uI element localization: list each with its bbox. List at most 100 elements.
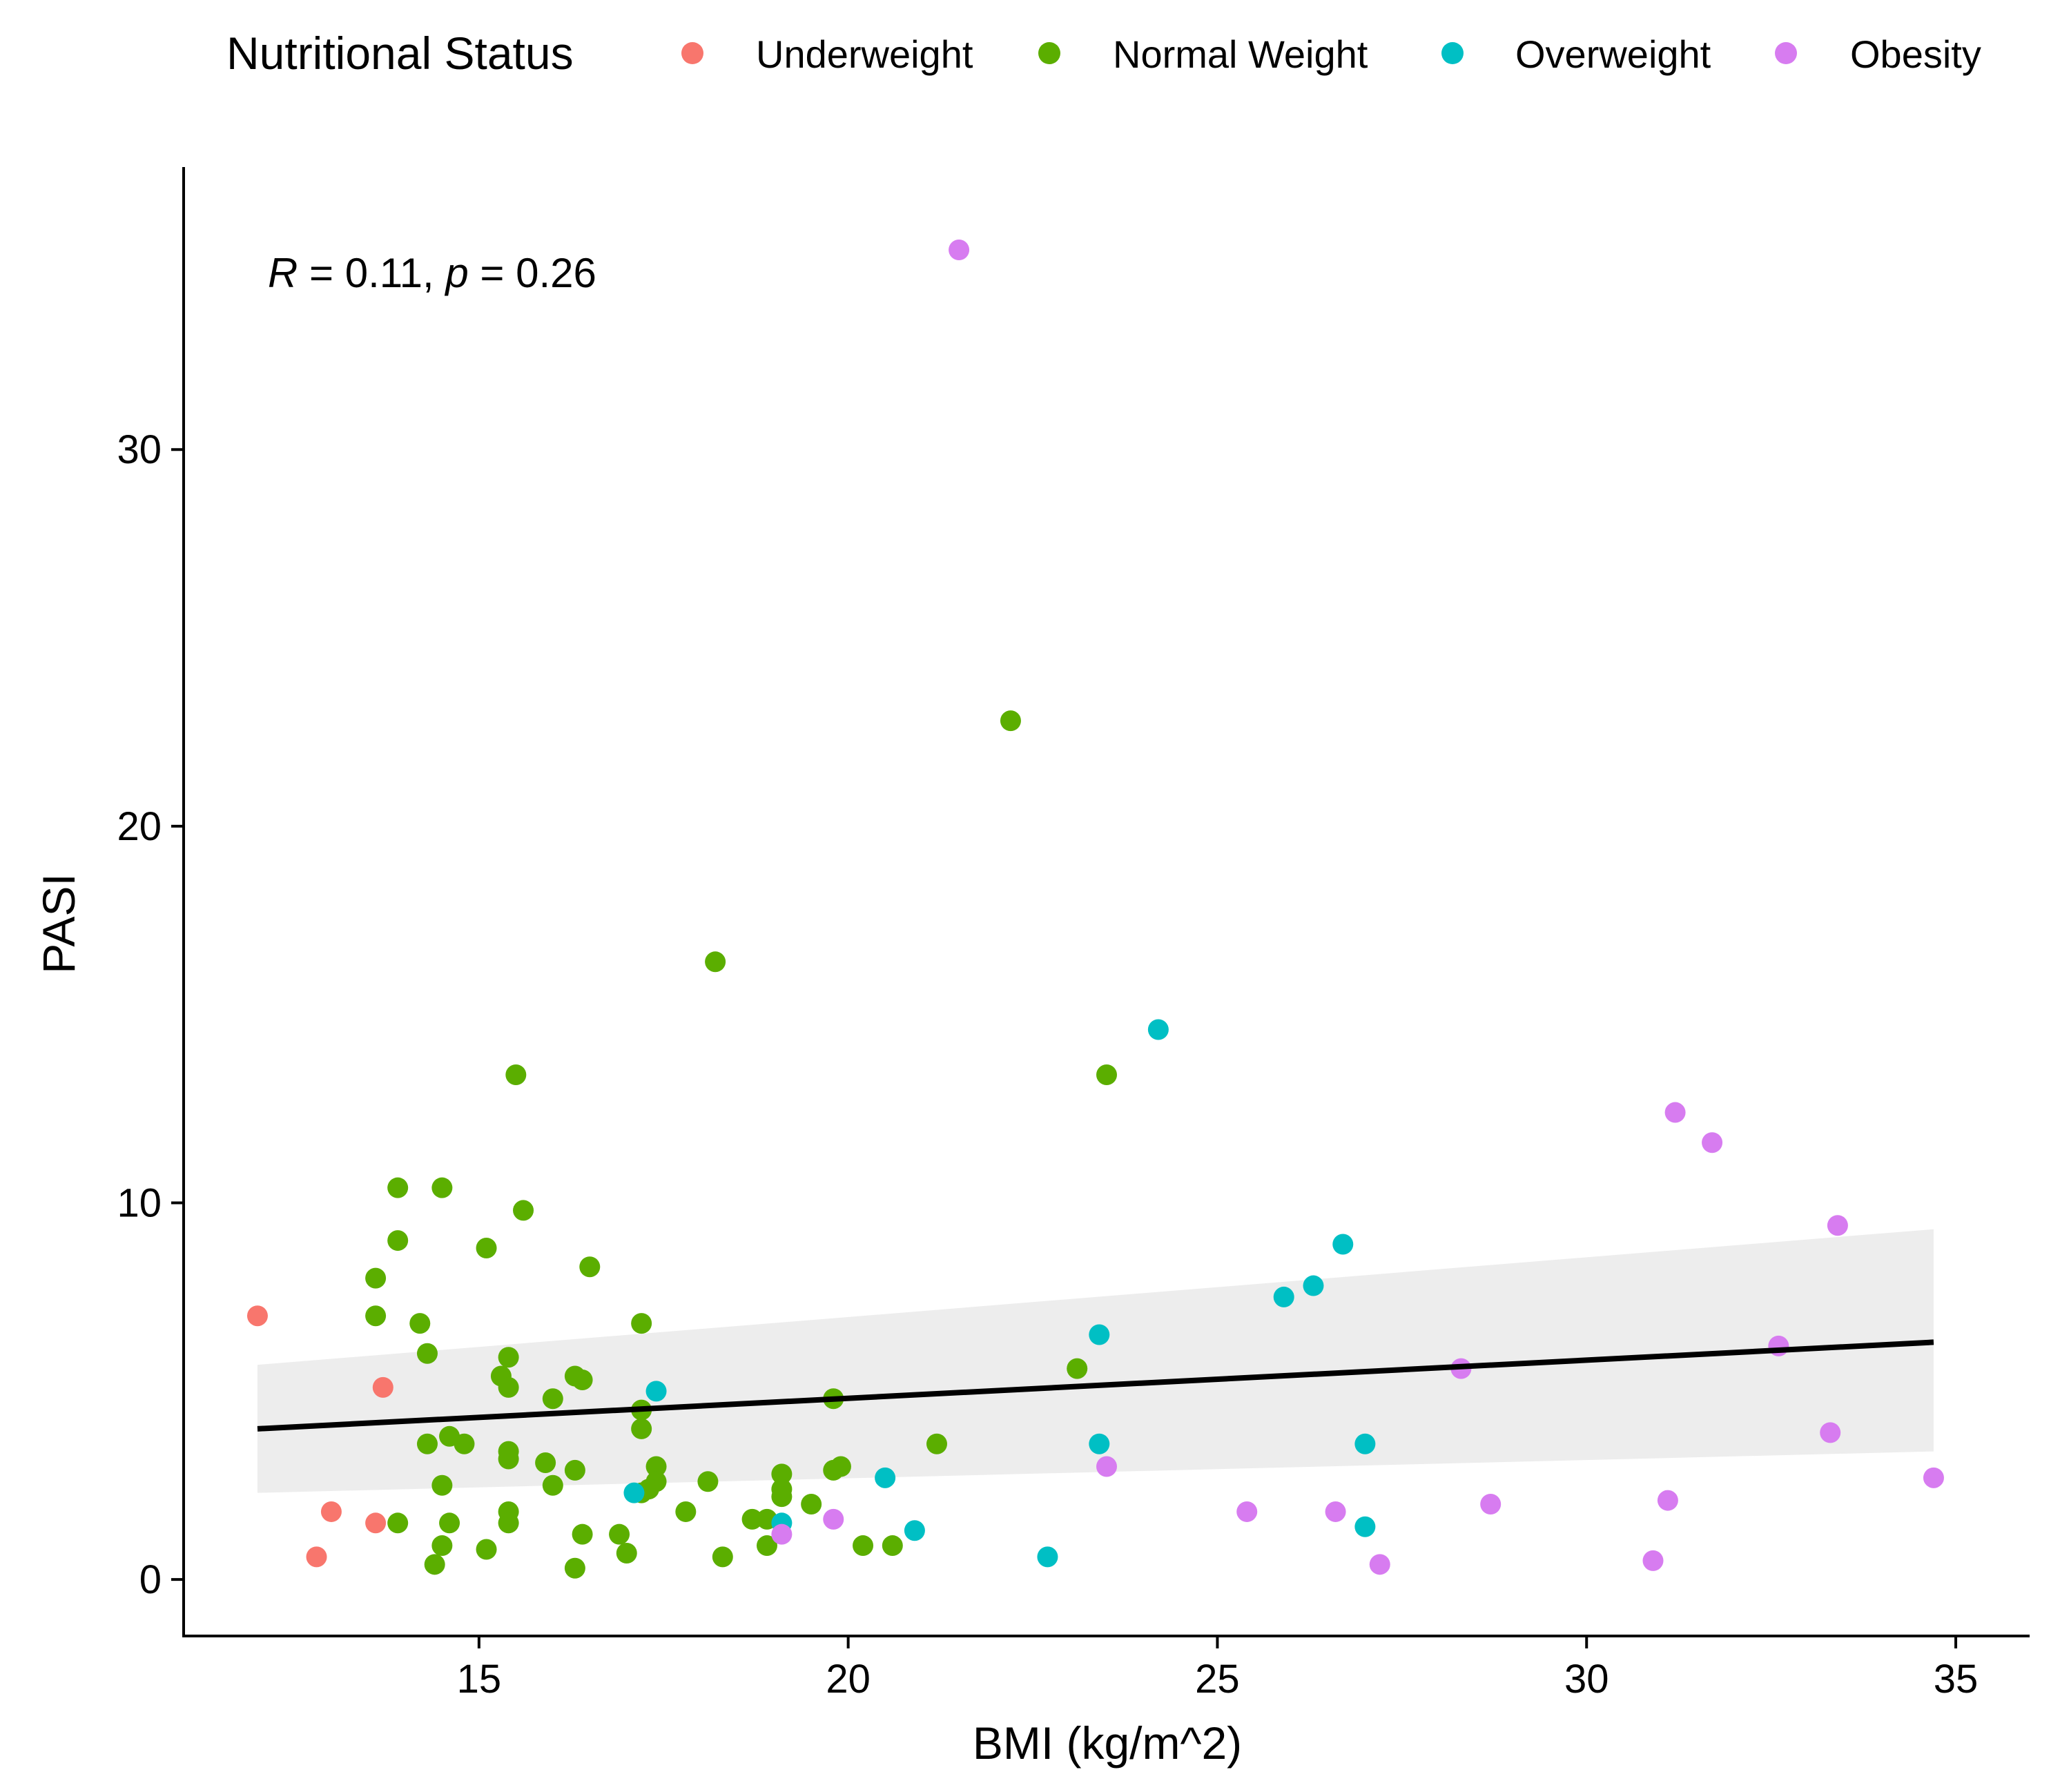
legend-key-overweight bbox=[1441, 42, 1464, 64]
point-normal-weight bbox=[454, 1433, 475, 1454]
point-normal-weight bbox=[756, 1535, 777, 1557]
point-overweight bbox=[1037, 1546, 1058, 1568]
legend-label-overweight: Overweight bbox=[1515, 32, 1711, 76]
legend-title: Nutritional Status bbox=[226, 28, 574, 79]
point-normal-weight bbox=[1000, 710, 1021, 732]
y-axis-title: PASI bbox=[33, 873, 84, 974]
annotation-p-label: p bbox=[444, 250, 468, 296]
point-obesity bbox=[1664, 1102, 1686, 1123]
point-overweight bbox=[1354, 1516, 1376, 1537]
point-underweight bbox=[320, 1501, 342, 1522]
x-axis-ticks: 15 20 25 30 35 bbox=[457, 1636, 1979, 1702]
annotation-p-value: = 0.26 bbox=[469, 250, 596, 296]
point-normal-weight bbox=[542, 1474, 563, 1496]
point-normal-weight bbox=[439, 1512, 460, 1534]
point-normal-weight bbox=[853, 1535, 874, 1557]
point-normal-weight bbox=[387, 1230, 409, 1252]
point-normal-weight bbox=[365, 1305, 387, 1327]
point-overweight bbox=[1332, 1234, 1354, 1255]
point-obesity bbox=[949, 240, 970, 261]
point-normal-weight bbox=[609, 1523, 630, 1545]
point-normal-weight bbox=[771, 1463, 793, 1485]
x-tick-label: 20 bbox=[826, 1657, 871, 1702]
point-underweight bbox=[365, 1512, 387, 1534]
confidence-band-layer bbox=[257, 1229, 1934, 1493]
point-normal-weight bbox=[535, 1452, 556, 1474]
legend-key-obesity bbox=[1775, 42, 1797, 64]
point-normal-weight bbox=[712, 1546, 733, 1568]
legend-label-obesity: Obesity bbox=[1850, 32, 1981, 76]
point-normal-weight bbox=[476, 1237, 497, 1258]
x-tick-label: 25 bbox=[1195, 1657, 1240, 1702]
point-obesity bbox=[1657, 1490, 1678, 1511]
point-normal-weight bbox=[572, 1523, 593, 1545]
y-axis-ticks: 0 10 20 30 bbox=[117, 427, 184, 1602]
point-normal-weight bbox=[431, 1474, 453, 1496]
point-underweight bbox=[246, 1305, 268, 1327]
point-normal-weight bbox=[387, 1177, 409, 1198]
point-normal-weight bbox=[697, 1471, 719, 1492]
legend-key-normal-weight bbox=[1038, 42, 1060, 64]
points-layer bbox=[246, 240, 1944, 1579]
point-normal-weight bbox=[705, 951, 726, 973]
point-normal-weight bbox=[564, 1459, 585, 1481]
y-tick-label: 0 bbox=[139, 1557, 162, 1602]
point-normal-weight bbox=[564, 1557, 585, 1579]
point-overweight bbox=[623, 1482, 645, 1503]
point-normal-weight bbox=[1096, 1064, 1117, 1085]
point-normal-weight bbox=[801, 1494, 822, 1515]
point-normal-weight bbox=[498, 1448, 519, 1470]
point-normal-weight bbox=[498, 1376, 519, 1398]
annotation-r-label: R bbox=[268, 250, 298, 296]
point-normal-weight bbox=[498, 1347, 519, 1368]
point-overweight bbox=[1354, 1433, 1376, 1454]
point-overweight bbox=[1089, 1324, 1110, 1345]
legend-key-underweight bbox=[681, 42, 703, 64]
legend-label-normal-weight: Normal Weight bbox=[1113, 32, 1368, 76]
point-normal-weight bbox=[498, 1512, 519, 1534]
point-overweight bbox=[1147, 1019, 1169, 1040]
point-normal-weight bbox=[926, 1433, 947, 1454]
point-normal-weight bbox=[387, 1512, 409, 1534]
point-normal-weight bbox=[1067, 1358, 1088, 1379]
point-normal-weight bbox=[431, 1177, 453, 1198]
point-obesity bbox=[1702, 1132, 1723, 1153]
point-normal-weight bbox=[823, 1459, 844, 1481]
point-normal-weight bbox=[631, 1418, 652, 1439]
point-underweight bbox=[306, 1546, 327, 1568]
regression-line bbox=[257, 1339, 1934, 1432]
point-obesity bbox=[1236, 1501, 1258, 1522]
y-tick-label: 20 bbox=[117, 804, 162, 849]
x-axis-title: BMI (kg/m^2) bbox=[973, 1717, 1242, 1769]
point-normal-weight bbox=[741, 1508, 763, 1530]
point-normal-weight bbox=[579, 1256, 601, 1278]
y-tick-label: 30 bbox=[117, 427, 162, 472]
point-obesity bbox=[1923, 1467, 1944, 1488]
point-normal-weight bbox=[505, 1064, 527, 1085]
point-overweight bbox=[645, 1381, 667, 1402]
point-normal-weight bbox=[476, 1539, 497, 1560]
point-normal-weight bbox=[424, 1554, 445, 1575]
point-normal-weight bbox=[616, 1542, 637, 1564]
regression-layer bbox=[257, 1339, 1934, 1432]
point-normal-weight bbox=[631, 1313, 652, 1334]
point-normal-weight bbox=[771, 1486, 793, 1508]
point-normal-weight bbox=[416, 1433, 438, 1454]
point-normal-weight bbox=[365, 1267, 387, 1289]
legend-label-underweight: Underweight bbox=[756, 32, 973, 76]
point-obesity bbox=[1096, 1456, 1117, 1477]
x-tick-label: 15 bbox=[457, 1657, 502, 1702]
legend: Nutritional Status Underweight Normal We… bbox=[226, 28, 1981, 79]
annotation-r-value: = 0.11, bbox=[298, 250, 445, 296]
point-normal-weight bbox=[542, 1388, 563, 1410]
point-normal-weight bbox=[409, 1313, 431, 1334]
point-obesity bbox=[1642, 1550, 1664, 1571]
point-overweight bbox=[875, 1467, 896, 1488]
point-normal-weight bbox=[645, 1456, 667, 1477]
point-overweight bbox=[1089, 1433, 1110, 1454]
point-normal-weight bbox=[431, 1535, 453, 1557]
point-obesity bbox=[1480, 1494, 1502, 1515]
x-tick-label: 35 bbox=[1934, 1657, 1979, 1702]
point-obesity bbox=[1820, 1422, 1841, 1443]
